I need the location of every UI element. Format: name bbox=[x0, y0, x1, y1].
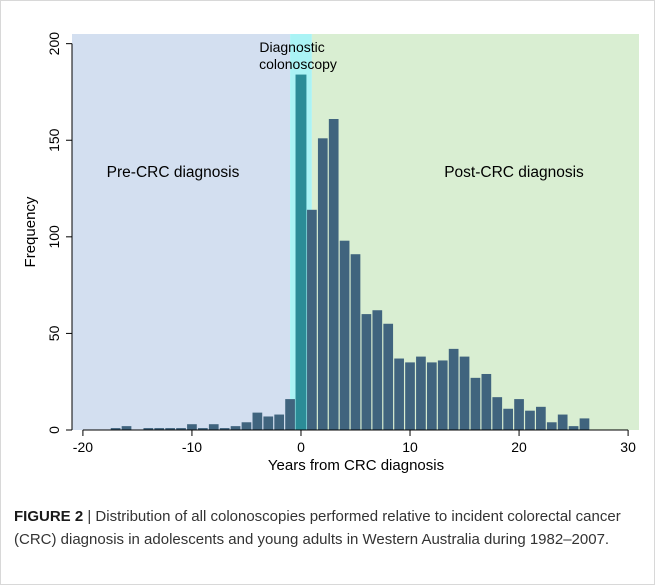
caption-label: FIGURE 2 bbox=[14, 508, 84, 525]
bar-21 bbox=[525, 410, 535, 430]
y-tick-label-0: 0 bbox=[46, 426, 62, 434]
bar-18 bbox=[492, 397, 503, 430]
caption-separator: | bbox=[83, 508, 96, 525]
figure-caption: FIGURE 2 | Distribution of all colonosco… bbox=[14, 505, 642, 551]
bar--8 bbox=[208, 424, 219, 430]
x-tick-label-0: 0 bbox=[297, 439, 305, 455]
bar--11 bbox=[176, 428, 186, 430]
bar-3 bbox=[328, 118, 339, 431]
bar--17 bbox=[110, 428, 121, 430]
bar-19 bbox=[503, 408, 514, 430]
x-ticks: -20 -10 0 10 20 30 bbox=[73, 430, 636, 455]
bar--16 bbox=[121, 426, 132, 430]
bar-9 bbox=[394, 358, 404, 430]
bar-23 bbox=[546, 422, 557, 430]
bar-22 bbox=[536, 406, 546, 430]
bar-17 bbox=[481, 373, 492, 430]
bar-16 bbox=[470, 377, 481, 430]
histogram-bars bbox=[110, 74, 590, 431]
annotation-pre-crc: Pre-CRC diagnosis bbox=[107, 164, 240, 181]
x-tick-label-30: 30 bbox=[620, 439, 636, 455]
x-tick-label--10: -10 bbox=[182, 439, 202, 455]
bar-24 bbox=[557, 414, 568, 430]
bar--4 bbox=[252, 412, 263, 430]
annotation-post-crc: Post-CRC diagnosis bbox=[444, 164, 584, 181]
x-tick-label-20: 20 bbox=[511, 439, 527, 455]
bar-10 bbox=[405, 362, 415, 430]
bar-25 bbox=[568, 426, 579, 430]
bar-0 bbox=[295, 74, 307, 430]
bar--5 bbox=[241, 422, 252, 430]
y-tick-label-150: 150 bbox=[46, 128, 62, 152]
bar--13 bbox=[154, 428, 165, 430]
annotation-diagnostic-line-2: colonoscopy bbox=[259, 56, 337, 72]
bar--3 bbox=[263, 416, 274, 430]
region-annotations: Diagnostic colonoscopy Pre-CRC diagnosis… bbox=[107, 39, 584, 181]
caption-text: Distribution of all colonoscopies perfor… bbox=[14, 508, 621, 548]
x-tick-label--20: -20 bbox=[73, 439, 93, 455]
y-axis-label: Frequency bbox=[22, 196, 39, 267]
bar-4 bbox=[339, 240, 350, 430]
region-2 bbox=[311, 34, 639, 430]
bar--2 bbox=[274, 414, 285, 430]
bar--12 bbox=[165, 428, 175, 430]
bar-11 bbox=[416, 356, 426, 430]
bar--9 bbox=[197, 428, 208, 430]
x-tick-label-10: 10 bbox=[402, 439, 418, 455]
bar-8 bbox=[383, 323, 394, 430]
y-tick-label-200: 200 bbox=[46, 32, 62, 56]
annotation-diagnostic-colonoscopy: Diagnostic colonoscopy bbox=[259, 39, 337, 72]
bar-13 bbox=[437, 360, 448, 430]
bar--1 bbox=[285, 399, 295, 430]
bar-14 bbox=[448, 348, 459, 430]
bar--7 bbox=[219, 428, 230, 430]
bar-20 bbox=[514, 399, 524, 430]
region-0 bbox=[72, 34, 291, 430]
bar-12 bbox=[426, 362, 437, 430]
y-ticks: 0 50 100 150 200 bbox=[46, 32, 72, 434]
bar--10 bbox=[187, 424, 197, 430]
x-axis-label: Years from CRC diagnosis bbox=[268, 457, 444, 474]
histogram-chart: 0 50 100 150 200 -20 -10 0 10 20 30 Frequency Yea… bbox=[22, 32, 639, 474]
annotation-diagnostic-line-1: Diagnostic bbox=[259, 39, 324, 55]
y-tick-label-100: 100 bbox=[46, 225, 62, 249]
bar-1 bbox=[307, 209, 317, 430]
bar-2 bbox=[317, 138, 328, 430]
bar--14 bbox=[143, 428, 154, 430]
bar-7 bbox=[372, 310, 383, 430]
bar-26 bbox=[579, 418, 590, 430]
bar--6 bbox=[230, 426, 241, 430]
bar-15 bbox=[459, 356, 470, 430]
bar-6 bbox=[361, 314, 372, 430]
bar-5 bbox=[350, 254, 361, 430]
y-tick-label-50: 50 bbox=[46, 325, 62, 341]
